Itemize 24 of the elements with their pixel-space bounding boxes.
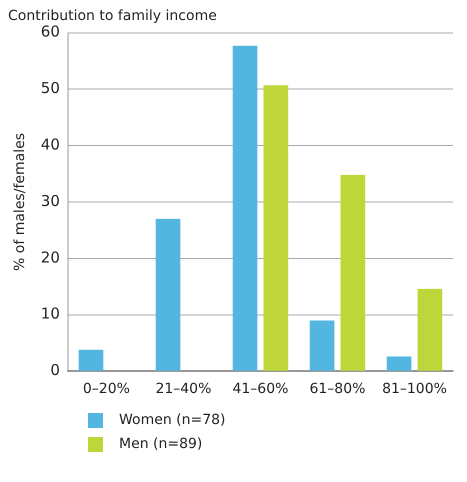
x-tick-label: 41–60% [232, 381, 288, 398]
x-tick-label: 61–80% [309, 381, 366, 398]
chart-title: Contribution to family income [8, 8, 217, 24]
bar [386, 356, 412, 371]
y-tick-label: 60 [40, 22, 60, 41]
bar [418, 288, 442, 371]
bar [340, 174, 366, 371]
bar [156, 218, 180, 371]
legend-label: Men (n=89) [119, 436, 202, 452]
bar [78, 350, 104, 371]
y-tick-label: 0 [50, 361, 60, 380]
y-axis-title: % of males/females [12, 133, 28, 271]
x-tick-label: 81–100% [382, 381, 447, 398]
x-tick-label: 21–40% [155, 381, 212, 398]
legend-label: Women (n=78) [119, 412, 226, 428]
bar [310, 320, 334, 371]
bar [232, 46, 258, 371]
y-tick-label: 10 [40, 304, 60, 323]
y-tick-label: 30 [40, 192, 60, 210]
x-tick-label: 0–20% [82, 381, 130, 398]
y-tick-label: 20 [40, 248, 60, 266]
y-tick-label: 40 [40, 135, 60, 154]
bar [264, 85, 288, 371]
y-tick-label: 50 [40, 79, 60, 98]
